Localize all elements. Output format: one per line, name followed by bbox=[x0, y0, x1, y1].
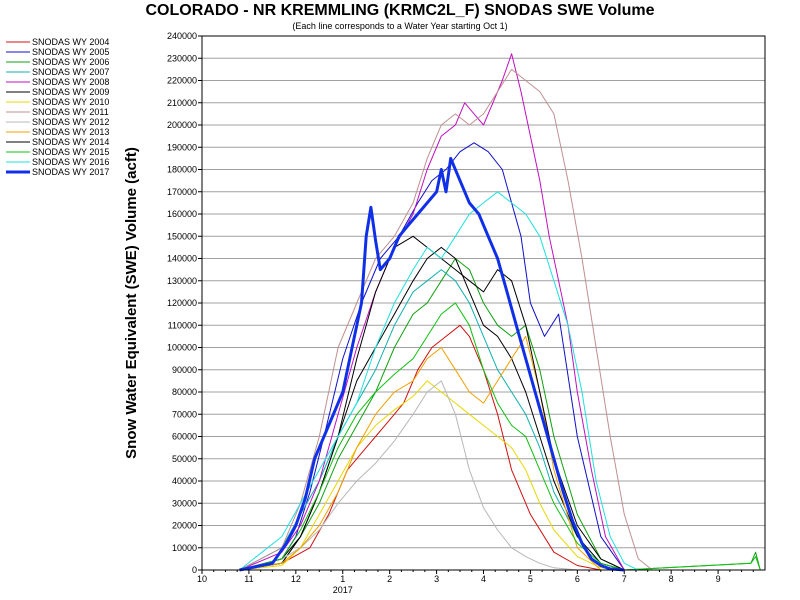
y-tick-label: 160000 bbox=[167, 209, 197, 219]
series-line-snodas-wy-2004 bbox=[239, 324, 601, 571]
series-line-snodas-wy-2014 bbox=[239, 235, 625, 571]
y-tick-label: 80000 bbox=[172, 387, 197, 397]
y-tick-label: 10000 bbox=[172, 543, 197, 553]
series-line-snodas-wy-2011 bbox=[239, 68, 653, 571]
x-tick-label: 9 bbox=[716, 574, 721, 584]
y-tick-label: 210000 bbox=[167, 98, 197, 108]
y-tick-label: 150000 bbox=[167, 231, 197, 241]
y-tick-label: 20000 bbox=[172, 521, 197, 531]
x-tick-label: 7 bbox=[622, 574, 627, 584]
legend-label: SNODAS WY 2011 bbox=[32, 107, 109, 117]
x-tick-label: 8 bbox=[669, 574, 674, 584]
series-line-snodas-wy-2015 bbox=[239, 302, 761, 571]
y-tick-label: 120000 bbox=[167, 298, 197, 308]
y-tick-label: 220000 bbox=[167, 76, 197, 86]
y-tick-label: 60000 bbox=[172, 432, 197, 442]
x-tick-label: 3 bbox=[434, 574, 439, 584]
series-layer bbox=[239, 53, 761, 572]
y-tick-label: 90000 bbox=[172, 365, 197, 375]
x-tick-label: 11 bbox=[244, 574, 253, 584]
chart-title: COLORADO - NR KREMMLING (KRMC2L_F) SNODA… bbox=[145, 2, 655, 19]
legend-label: SNODAS WY 2006 bbox=[32, 57, 109, 67]
legend-label: SNODAS WY 2014 bbox=[32, 137, 109, 147]
legend-label: SNODAS WY 2004 bbox=[32, 37, 109, 47]
legend-label: SNODAS WY 2005 bbox=[32, 47, 109, 57]
y-tick-label: 230000 bbox=[167, 53, 197, 63]
legend-label: SNODAS WY 2016 bbox=[32, 157, 109, 167]
y-tick-label: 0 bbox=[192, 565, 197, 575]
series-line-snodas-wy-2007 bbox=[239, 269, 625, 571]
legend-label: SNODAS WY 2009 bbox=[32, 87, 109, 97]
legend-label: SNODAS WY 2007 bbox=[32, 67, 109, 77]
x-tick-label: 6 bbox=[575, 574, 580, 584]
y-tick-label: 190000 bbox=[167, 142, 197, 152]
legend-label: SNODAS WY 2010 bbox=[32, 97, 109, 107]
legend-label: SNODAS WY 2015 bbox=[32, 147, 109, 157]
y-tick-label: 70000 bbox=[172, 409, 197, 419]
x-tick-label: 10 bbox=[197, 574, 207, 584]
y-tick-label: 40000 bbox=[172, 476, 197, 486]
series-line-snodas-wy-2016 bbox=[239, 191, 639, 571]
x-tick-label: 5 bbox=[528, 574, 533, 584]
y-tick-label: 50000 bbox=[172, 454, 197, 464]
x-tick-year-label: 2017 bbox=[333, 585, 353, 595]
y-tick-label: 140000 bbox=[167, 254, 197, 264]
y-tick-label: 180000 bbox=[167, 165, 197, 175]
y-tick-label: 110000 bbox=[168, 320, 197, 330]
y-tick-label: 30000 bbox=[172, 498, 197, 508]
y-tick-label: 170000 bbox=[167, 187, 197, 197]
series-line-snodas-wy-2017 bbox=[239, 156, 625, 572]
y-axis: 0 10000 20000 30000 40000 50000 60000 70000 8000… bbox=[167, 31, 202, 575]
legend-label: SNODAS WY 2017 bbox=[32, 167, 109, 177]
y-tick-label: 130000 bbox=[167, 276, 197, 286]
y-tick-label: 200000 bbox=[167, 120, 197, 130]
x-tick-label: 4 bbox=[481, 574, 486, 584]
legend-label: SNODAS WY 2008 bbox=[32, 77, 109, 87]
x-tick-label: 12 bbox=[291, 574, 301, 584]
legend-label: SNODAS WY 2012 bbox=[32, 117, 109, 127]
x-tick-label: 1 bbox=[340, 574, 345, 584]
legend-label: SNODAS WY 2013 bbox=[32, 127, 109, 137]
y-tick-label: 240000 bbox=[167, 31, 197, 41]
plot-border bbox=[201, 35, 766, 571]
y-tick-label: 100000 bbox=[167, 343, 197, 353]
y-axis-label: Snow Water Equivalent (SWE) Volume (acft… bbox=[123, 147, 140, 459]
x-tick-label: 2 bbox=[387, 574, 392, 584]
chart-subtitle: (Each line corresponds to a Water Year s… bbox=[292, 21, 508, 31]
series-line-snodas-wy-2008 bbox=[239, 53, 625, 571]
series-line-snodas-wy-2012 bbox=[239, 380, 578, 571]
series-line-snodas-wy-2013 bbox=[239, 335, 602, 571]
